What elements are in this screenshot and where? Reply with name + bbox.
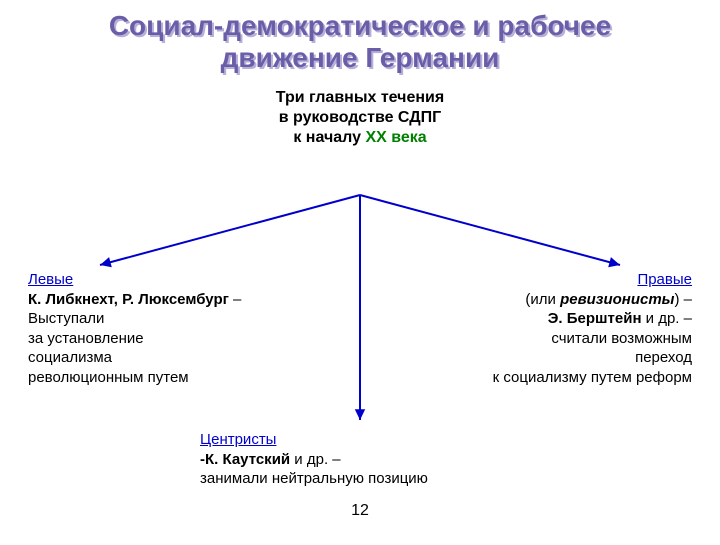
left-heading: Левые xyxy=(28,271,73,288)
right-l1a: (или xyxy=(525,291,560,308)
right-l3: считали возможным xyxy=(551,330,692,347)
left-l1-bold: К. Либкнехт, Р. Люксембург xyxy=(28,291,229,308)
center-branch: Центристы -К. Каутский и др. – занимали … xyxy=(200,430,520,489)
page-number: 12 xyxy=(0,502,720,520)
right-l2-bold: Э. Берштейн xyxy=(548,310,642,327)
left-l4: социализма xyxy=(28,349,112,366)
left-branch: Левые К. Либкнехт, Р. Люксембург – Высту… xyxy=(28,270,288,387)
left-l5: революционным путем xyxy=(28,369,189,386)
right-branch: Правые (или ревизионисты) – Э. Берштейн … xyxy=(432,270,692,387)
right-l1-italic: ревизионисты xyxy=(560,291,674,308)
left-l1-rest: – xyxy=(229,291,242,308)
center-l1-bold: -К. Каутский xyxy=(200,451,290,468)
right-l5: к социализму путем реформ xyxy=(493,369,692,386)
right-l4: переход xyxy=(635,349,692,366)
left-l3: за установление xyxy=(28,330,144,347)
right-l1b: ) – xyxy=(674,291,692,308)
left-l2: Выступали xyxy=(28,310,104,327)
center-l2: занимали нейтральную позицию xyxy=(200,470,428,487)
right-l2-rest: и др. – xyxy=(642,310,693,327)
center-heading: Центристы xyxy=(200,431,276,448)
center-l1-rest: и др. – xyxy=(290,451,341,468)
right-heading: Правые xyxy=(637,271,692,288)
